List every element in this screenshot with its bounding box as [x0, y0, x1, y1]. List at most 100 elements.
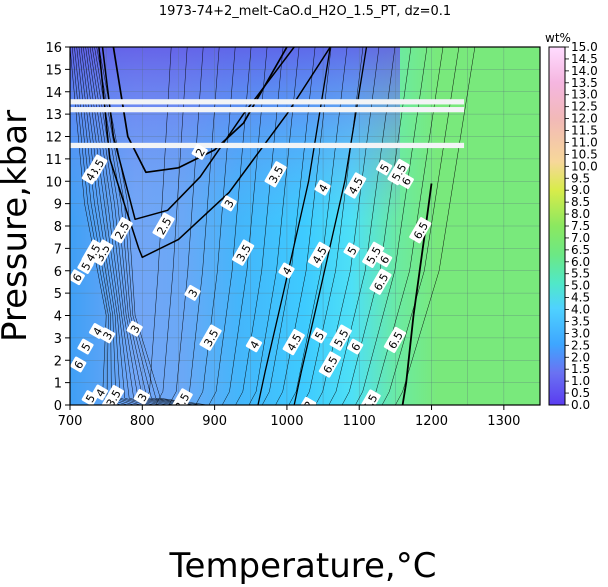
colorbar-tick-label: 6.5	[571, 243, 590, 257]
colorbar-tick-label: 15.0	[571, 40, 598, 54]
colorbar-tick-label: 14.0	[571, 64, 598, 78]
colorbar-tick-label: 14.5	[571, 52, 598, 66]
contour-label-box	[70, 269, 85, 286]
missing-data-band	[70, 142, 465, 149]
contour-line-4	[257, 47, 331, 405]
x-tick-label: 1000	[270, 414, 303, 429]
colorbar-tick-label: 4.5	[571, 291, 590, 305]
contour-line-fine	[248, 47, 300, 405]
contour-label-box	[310, 327, 328, 344]
colorbar-tick-label: 8.0	[571, 207, 590, 221]
x-axis-ticks: 700 800 900 1000 1100 1200 1300	[58, 405, 520, 429]
colorbar: wt% 0.00.51.01.52.02.53.03.54.04.55.05.5…	[545, 31, 598, 412]
contour-label-box	[397, 173, 414, 189]
contour-label-box	[264, 161, 287, 188]
missing-data-band	[70, 99, 465, 105]
contour-label: 2	[302, 399, 317, 412]
y-tick-label: 8	[54, 220, 62, 235]
contour-line-fine	[235, 47, 284, 405]
contour-label-box	[91, 239, 114, 266]
contour-label-box	[383, 326, 407, 353]
x-tick-label: 1300	[487, 414, 520, 429]
contour-label-box	[191, 144, 208, 160]
colorbar-tick-label: 0.0	[571, 398, 590, 412]
contour-label-box	[77, 338, 94, 355]
contour-line-fine	[78, 47, 148, 405]
contour-line-6-5	[401, 183, 433, 405]
contour-label-box	[220, 195, 237, 212]
y-tick-label: 14	[45, 86, 62, 101]
colorbar-tick-label: 1.0	[571, 374, 590, 388]
missing-data-band	[70, 107, 465, 113]
colorbar-tick-label: 6.0	[571, 255, 590, 269]
contour-label-box	[376, 251, 393, 268]
contour-label-box	[344, 172, 367, 199]
y-tick-label: 10	[45, 175, 62, 190]
x-tick-label: 1200	[415, 414, 448, 429]
y-tick-label: 11	[45, 153, 62, 168]
contour-label-box	[133, 389, 150, 405]
contour-label-box	[70, 356, 87, 373]
contour-label-box	[278, 262, 295, 279]
contour-line-fine	[341, 47, 412, 405]
contour-label-box	[347, 338, 364, 355]
colorbar-tick-label: 13.5	[571, 76, 598, 90]
contour-line-fine	[381, 47, 460, 405]
contour-label-box	[307, 241, 331, 268]
x-axis-label: Temperature,°C	[169, 546, 437, 586]
contour-line-fine	[76, 47, 141, 405]
contour-label-box	[110, 217, 133, 244]
y-tick-label: 5	[54, 287, 62, 302]
contour-label-box	[409, 217, 432, 244]
contour-label-box	[77, 258, 94, 274]
colorbar-tick-label: 10.5	[571, 147, 598, 161]
contour-line-fine	[96, 47, 201, 405]
contour-label-box	[81, 239, 104, 266]
colorbar-tick-label: 4.0	[571, 303, 590, 317]
y-tick-label: 15	[45, 63, 62, 78]
contour-line-fine	[222, 47, 268, 405]
colorbar-tick-label: 11.5	[571, 124, 598, 138]
contour-label-box	[184, 284, 201, 301]
y-axis-label: Pressure,kbar	[0, 110, 35, 342]
colorbar-tick-label: 2.0	[571, 350, 590, 364]
contour-label-box	[329, 324, 352, 351]
contour-label-box	[245, 336, 263, 353]
colorbar-tick-label: 10.0	[571, 159, 598, 173]
contour-line-fine	[395, 47, 476, 405]
missing-data-bands	[70, 99, 465, 149]
contour-label-box	[199, 324, 222, 351]
contour-line-fine	[262, 47, 316, 405]
contour-label-box	[387, 158, 410, 186]
colorbar-ticks: 0.00.51.01.52.02.53.03.54.04.55.05.56.06…	[565, 40, 598, 412]
contour-label-box	[81, 390, 98, 405]
y-tick-label: 2	[54, 354, 62, 369]
contour-label-box	[362, 241, 385, 268]
colorbar-tick-label: 13.0	[571, 88, 598, 102]
contour-label-box	[99, 327, 116, 344]
colorbar-tick-label: 1.5	[571, 362, 590, 376]
y-tick-label: 3	[54, 332, 62, 347]
contour-line-fine	[315, 47, 380, 405]
colorbar-tick-label: 5.5	[571, 267, 590, 281]
x-tick-label: 700	[58, 414, 83, 429]
contour-line-3	[98, 47, 331, 259]
contour-line-2-5	[101, 47, 295, 221]
colorbar-gradient	[548, 46, 566, 406]
colorbar-tick-label: 9.0	[571, 183, 590, 197]
contour-label-box	[126, 320, 143, 337]
contour-line-fine	[89, 47, 181, 405]
x-tick-label: 1100	[343, 414, 376, 429]
colorbar-tick-label: 5.0	[571, 279, 590, 293]
contour-label-box	[358, 389, 381, 405]
contour-label-box	[81, 168, 98, 185]
y-tick-label: 12	[45, 131, 62, 146]
contour-line-fine	[94, 47, 195, 405]
contour-line-fine	[155, 47, 188, 405]
contour-label-box	[232, 239, 255, 266]
colorbar-tick-label: 0.5	[571, 386, 590, 400]
contour-line-fine	[80, 47, 155, 405]
contour-line-2	[112, 47, 288, 174]
